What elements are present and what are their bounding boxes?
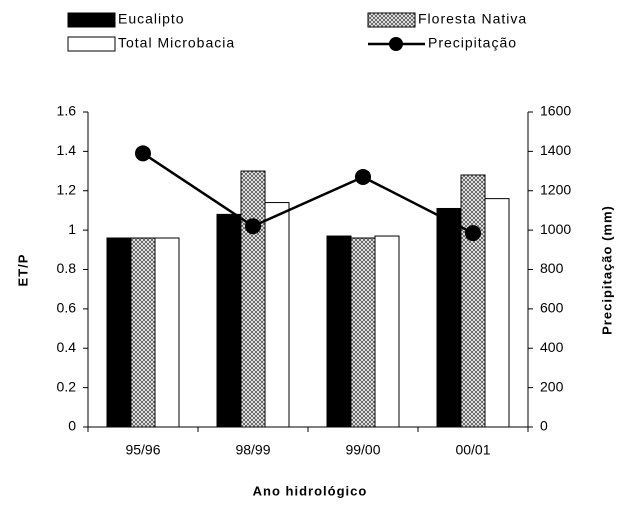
line-marker — [245, 218, 261, 235]
bar — [374, 235, 400, 428]
y2-axis-title: Precipitação (mm) — [599, 205, 614, 335]
x-axis-title: Ano hidrológico — [253, 483, 368, 498]
y2-tick-label: 400 — [540, 339, 564, 355]
line-marker — [135, 145, 151, 162]
y-tick-label: 1.2 — [57, 181, 77, 197]
y2-tick-label: 200 — [540, 378, 564, 394]
y2-tick-label: 1200 — [540, 181, 571, 197]
legend-swatch — [67, 36, 116, 52]
y2-tick-label: 600 — [540, 300, 564, 316]
bar — [436, 207, 462, 428]
bar — [240, 170, 266, 428]
line — [142, 152, 474, 235]
y-tick-label: 0.2 — [57, 378, 77, 394]
line-marker — [465, 225, 481, 242]
y-tick-label: 0.8 — [57, 260, 77, 276]
bar — [130, 237, 156, 428]
y-tick-label: 1.6 — [57, 103, 77, 119]
bar — [326, 235, 352, 428]
legend-label: Precipitação — [428, 35, 517, 51]
bar — [216, 213, 242, 428]
y-tick-label: 1 — [68, 221, 76, 237]
bar — [264, 202, 290, 428]
y2-tick-label: 1000 — [540, 221, 571, 237]
bar — [460, 174, 486, 428]
x-tick-label: 95/96 — [125, 442, 160, 458]
y2-tick-label: 1400 — [540, 142, 571, 158]
bar — [106, 237, 132, 428]
y2-tick-label: 1600 — [540, 103, 571, 119]
bar — [154, 237, 180, 428]
x-tick-label: 99/00 — [345, 442, 380, 458]
bar — [350, 237, 376, 428]
y-axis-title: ET/P — [15, 254, 30, 287]
legend-marker — [389, 37, 403, 51]
y-tick-label: 0.4 — [57, 339, 77, 355]
y2-tick-label: 800 — [540, 260, 564, 276]
y-tick-label: 1.4 — [57, 142, 77, 158]
legend-label: Floresta Nativa — [418, 11, 527, 27]
y-tick-label: 0.6 — [57, 300, 77, 316]
legend-label: Total Microbacia — [118, 35, 235, 51]
legend-label: Eucalipto — [118, 11, 185, 27]
x-tick-label: 98/99 — [235, 442, 270, 458]
y-tick-label: 0 — [68, 418, 76, 434]
bar — [484, 198, 510, 428]
legend-swatch — [367, 12, 416, 28]
x-tick-label: 00/01 — [455, 442, 490, 458]
line-marker — [355, 168, 371, 185]
y2-tick-label: 0 — [540, 418, 548, 434]
legend-swatch — [67, 12, 116, 28]
